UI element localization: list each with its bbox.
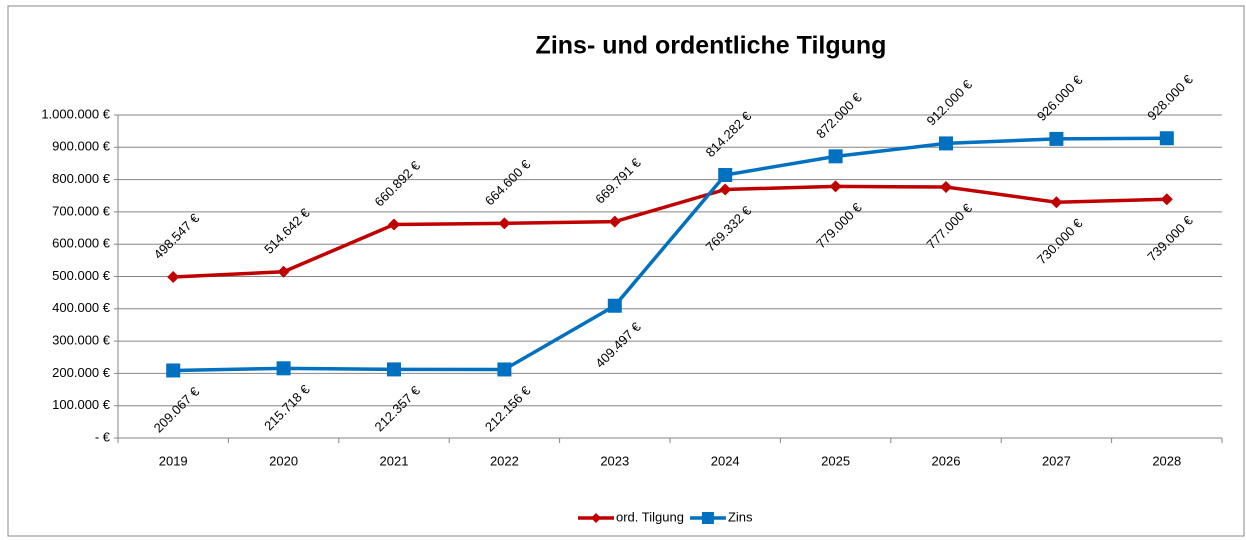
y-tick-label: 700.000 € (52, 203, 111, 218)
x-tick-label: 2027 (1042, 453, 1071, 468)
marker (608, 215, 621, 228)
x-tick-label: 2028 (1152, 453, 1181, 468)
marker (388, 218, 400, 231)
marker (276, 361, 291, 376)
y-tick-label: 300.000 € (52, 333, 111, 348)
y-tick-label: 500.000 € (52, 268, 111, 283)
y-tick-label: 800.000 € (52, 171, 111, 186)
y-tick-label: 100.000 € (52, 397, 111, 412)
legend-marker (701, 512, 714, 524)
y-tick-label: 400.000 € (52, 300, 111, 315)
y-tick-label: 1.000.000 € (41, 106, 110, 121)
marker (940, 181, 952, 194)
series-line (173, 184, 1167, 279)
marker (1050, 196, 1063, 209)
marker (1049, 131, 1064, 146)
marker (607, 298, 622, 313)
legend-label: ord. Tilgung (616, 509, 684, 524)
legend-label: Zins (728, 509, 753, 524)
x-tick-label: 2022 (490, 453, 519, 468)
y-tick-label: 600.000 € (52, 236, 111, 251)
y-tick-label: - € (95, 429, 111, 444)
chart-frame (7, 5, 1245, 537)
chart-title: Zins- und ordentliche Tilgung (536, 32, 887, 60)
marker (167, 270, 180, 283)
marker (828, 149, 843, 164)
y-tick-label: 900.000 € (52, 139, 111, 154)
x-tick-label: 2020 (269, 453, 298, 468)
x-tick-label: 2021 (380, 453, 409, 468)
x-tick-label: 2023 (600, 453, 629, 468)
legend-marker (591, 513, 601, 523)
y-tick-label: 200.000 € (52, 365, 111, 380)
marker (1160, 193, 1173, 206)
x-tick-label: 2026 (932, 453, 961, 468)
marker (719, 183, 732, 196)
x-tick-label: 2019 (159, 453, 188, 468)
marker (277, 265, 290, 278)
marker (498, 217, 511, 230)
marker (1159, 131, 1174, 146)
x-tick-label: 2024 (711, 453, 740, 468)
x-tick-label: 2025 (821, 453, 850, 468)
marker (829, 180, 842, 193)
marker (166, 363, 181, 378)
marker (718, 167, 733, 182)
marker (497, 362, 512, 377)
series-line (173, 136, 1167, 373)
marker (387, 362, 401, 377)
marker (939, 136, 953, 151)
